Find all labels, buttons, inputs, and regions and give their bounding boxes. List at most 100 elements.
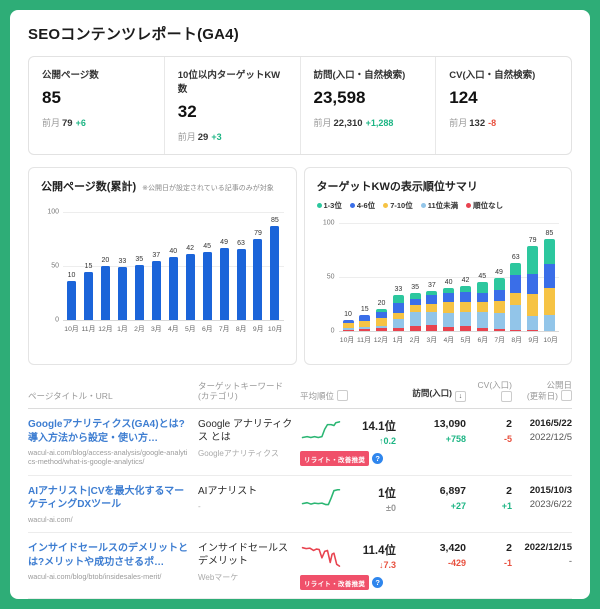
rank-delta: ↑0.2: [378, 436, 396, 446]
stack-segment: [476, 293, 488, 302]
x-tick-label: 2月: [134, 326, 145, 333]
stack-segment: [342, 329, 354, 331]
stacked-bar-chart: 0 50 100 10 15 20 33 35 37 40 42 45 49 63 79 85 10月 11月 1…: [323, 220, 560, 344]
bar-total-label: 42: [461, 276, 470, 284]
kpi-prev: 前月 132 -8: [449, 116, 558, 129]
sort-button[interactable]: [337, 390, 349, 401]
stacked-bar-series: 10 15 20 33 35 37 40 42 45 49 63 79 85: [339, 223, 560, 331]
kpi-prev-label: 前月: [177, 132, 196, 142]
stack-segment: [342, 320, 354, 324]
kpi-value: 85: [42, 88, 61, 107]
stack-segment: [527, 329, 539, 331]
rank-trend-block: 1位 ±0: [300, 485, 396, 513]
legend-item: 7-10位: [383, 200, 413, 211]
rank-value: 14.1位: [362, 421, 396, 433]
bar-column: 40: [168, 212, 178, 320]
table-header-cell-1: ターゲットキーワード (カテゴリ): [198, 381, 300, 402]
stack-segment: [510, 262, 522, 275]
visits-delta: +758: [445, 434, 466, 444]
kpi-prev: 前月 22,310 +1,288: [314, 116, 423, 129]
x-tick-label: 4月: [168, 326, 179, 333]
column-label: ページタイトル・URL: [28, 391, 113, 401]
bar-column: 45: [202, 212, 212, 320]
cv-value: 2: [506, 484, 512, 497]
stack-segment: [392, 319, 404, 328]
x-tick-label: 3月: [151, 326, 162, 333]
bar-value-label: 10: [67, 272, 76, 280]
grid-line: [63, 212, 284, 213]
bar-value-label: 15: [84, 263, 93, 271]
stacked-bar-column: 33: [392, 223, 404, 331]
help-icon[interactable]: ?: [372, 577, 384, 589]
kpi-prev-value: 79: [62, 118, 73, 129]
bar-total-label: 45: [478, 273, 487, 281]
stack-segment: [493, 278, 505, 290]
y-tick-label: 100: [47, 208, 59, 216]
column-label: 平均順位: [300, 391, 335, 401]
kpi-label: 訪問(入口・自然検索): [313, 70, 406, 81]
stack-segment: [510, 329, 522, 331]
target-keyword: AIアナリスト: [198, 485, 258, 497]
stack-segment: [409, 325, 421, 331]
dates-cell: 2015/10/3 2023/6/22: [512, 485, 572, 524]
help-icon[interactable]: ?: [372, 453, 384, 464]
stack-segment: [510, 274, 522, 294]
sort-arrow-icon: ↓: [458, 393, 463, 400]
bar: [270, 226, 280, 320]
table-header-cell-5: 公開日 (更新日): [512, 380, 572, 402]
stack-segment: [392, 302, 404, 313]
stack-segment: [493, 300, 505, 313]
kpi-prev: 前月 79 +6: [42, 116, 151, 129]
bar-total-label: 49: [495, 269, 503, 277]
sort-button[interactable]: ↓: [455, 391, 466, 402]
x-tick-label: 5月: [460, 337, 472, 344]
x-tick-label: 1月: [117, 326, 128, 333]
rank-trend-block: 14.1位 ↑0.2: [300, 418, 396, 446]
legend-label: 7-10位: [390, 201, 413, 210]
stacked-bar: [543, 239, 555, 331]
stack-segment: [543, 264, 555, 288]
keyword-cell: Google アナリティクス とは Googleアナリティクス: [198, 418, 300, 467]
grid-line: [338, 277, 559, 278]
bar-total-label: 15: [360, 305, 369, 313]
avg-rank-cell: 1位 ±0: [300, 485, 396, 524]
visits-delta: -429: [447, 558, 466, 569]
stacked-bar-column: 42: [459, 223, 471, 331]
published-pages-chart-header: 公開ページ数(累計) ※公開日が設定されている記事のみが対象: [41, 178, 286, 194]
page-title-link[interactable]: インサイドセールスのデメリットとは?メリットや成功させるポ…: [28, 543, 188, 568]
stack-segment: [426, 295, 438, 305]
sort-button[interactable]: [501, 391, 512, 402]
sort-button[interactable]: [561, 390, 572, 402]
page-title-link[interactable]: AIアナリスト|CVを最大化するマーケティングDXツール: [28, 485, 185, 511]
stack-segment: [476, 282, 488, 294]
table-header-cell-3: 訪問(入口) ↓: [396, 387, 466, 402]
table-header-cell-2: 平均順位: [300, 390, 396, 402]
kpi-prev-label: 前月: [42, 118, 61, 128]
target-keyword: インサイドセールス デメリット: [198, 543, 288, 568]
stack-segment: [443, 287, 455, 294]
stack-segment: [409, 298, 421, 306]
visits-value: 3,420: [439, 542, 466, 555]
bar-value-label: 63: [237, 239, 245, 247]
target-keyword: Google アナリティクス とは: [198, 419, 293, 443]
stacked-bar: [493, 278, 505, 331]
bar: [83, 272, 93, 320]
x-tick-label: 5月: [184, 326, 196, 333]
stacked-bar: [359, 314, 371, 331]
published-pages-chart-card: 公開ページ数(累計) ※公開日が設定されている記事のみが対象 0 50 100 10 1…: [28, 167, 297, 365]
bar-column: 79: [253, 212, 263, 320]
kpi-delta: +6: [75, 118, 86, 128]
x-tick-label: 10月: [64, 326, 79, 333]
stack-segment: [493, 328, 505, 331]
rank-trend-block: 11.4位 ↓7.3: [300, 542, 396, 570]
bar-series: 10 15 20 33 35 37 40 42 45 49 63 79 85: [63, 212, 284, 320]
page-title-link[interactable]: Googleアナリティクス(GA4)とは?導入方法から設定・使い方…: [28, 419, 185, 444]
bar: [202, 251, 212, 320]
chart-legend: 1-3位 4-6位 7-10位 11位未満 順位なし: [316, 200, 562, 211]
legend-label: 1-3位: [323, 201, 342, 210]
bar-column: 37: [151, 212, 161, 320]
update-date: 2022/12/5: [529, 432, 572, 443]
bar-total-label: 10: [344, 311, 352, 319]
rank-value-block: 1位 ±0: [346, 485, 396, 513]
legend-item: 1-3位: [316, 200, 342, 211]
